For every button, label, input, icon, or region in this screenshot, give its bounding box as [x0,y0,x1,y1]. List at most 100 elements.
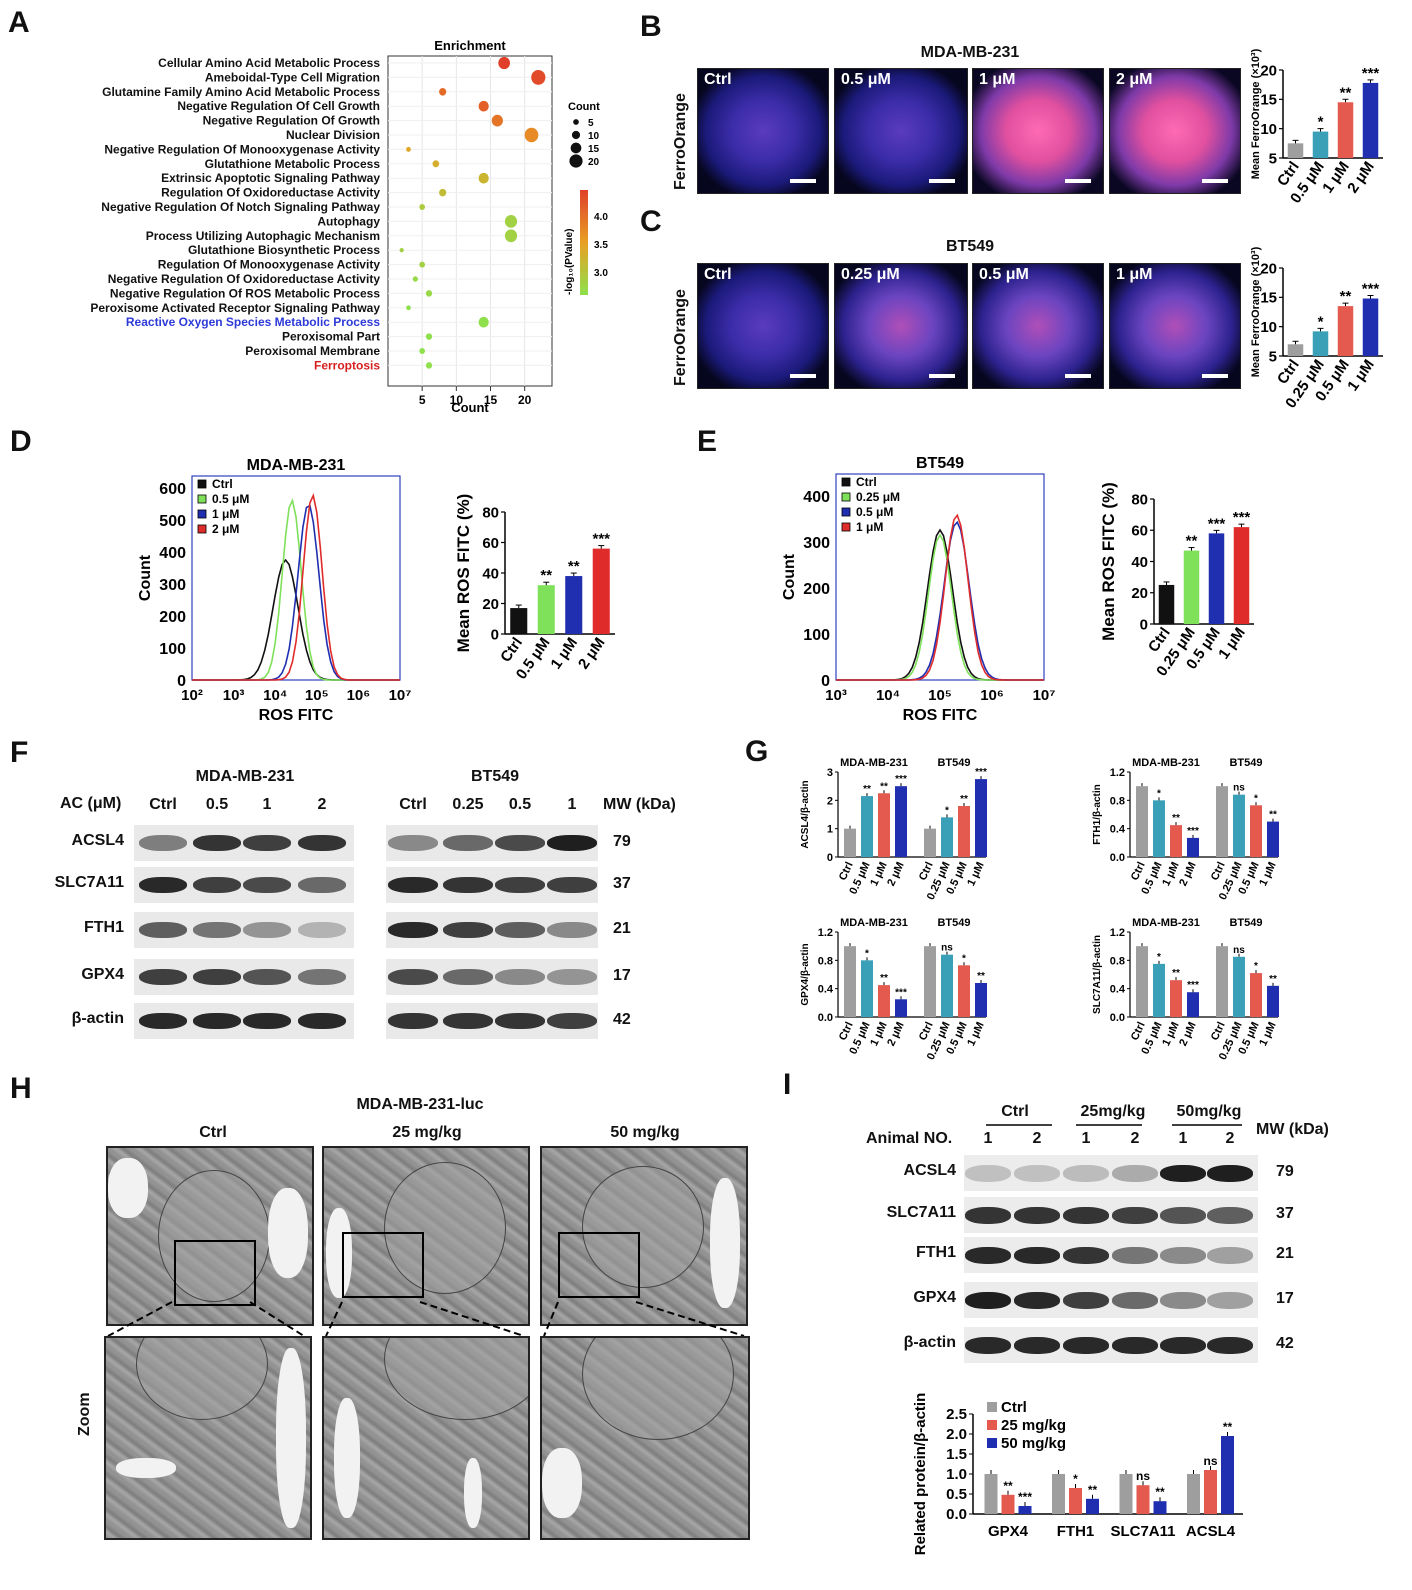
panelf-dose-label: 1 [567,796,577,813]
y-tick-label: 2.5 [946,1406,967,1423]
blot-band [193,877,241,893]
histogram-legend-label: 0.25 μM [856,490,900,504]
significance-label: ** [1172,968,1180,979]
blot-band [965,1292,1011,1309]
tem-zoom-25 [322,1336,530,1540]
panelc-ylabel: FerroOrange [672,289,689,386]
enrichment-term-label: Negative Regulation Of ROS Metabolic Pro… [110,286,380,300]
significance-label: *** [1187,980,1199,991]
tem-nucleus [384,1338,528,1420]
histogram-y-tick-label: 0 [821,673,830,690]
histogram-y-tick-label: 400 [159,545,186,562]
significance-label: *** [895,774,907,785]
blot-band [298,877,346,893]
enrichment-dot [439,188,447,197]
y-tick-label: 10 [1260,319,1277,336]
y-tick-label: 0.0 [1110,852,1125,864]
category-label: 1 μM [1319,159,1353,197]
paneli-mw-value: 37 [1276,1205,1294,1222]
blot-band [1063,1207,1109,1224]
tem-cytoplasm-fragment [116,1458,176,1478]
enrichment-term-label: Glutamine Family Amino Acid Metabolic Pr… [102,85,380,99]
paneli-protein-label: GPX4 [913,1289,956,1306]
bar [861,796,873,857]
enrichment-term-label: Regulation Of Oxidoreductase Activity [161,186,380,200]
significance-label: ** [880,973,888,984]
count-legend-title: Count [568,101,600,113]
panelb-image-dose2: 1 μM [972,68,1104,194]
y-tick-label: 20 [1131,585,1148,602]
histogram-y-tick-label: 500 [159,513,186,530]
bar [924,828,936,857]
enrichment-term-label: Cellular Amino Acid Metabolic Process [158,56,380,70]
histogram-legend-label: 0.5 μM [856,505,893,519]
bar [975,983,987,1017]
panelh-group-25: 25 mg/kg [392,1124,462,1141]
panelb-image-label: 2 μM [1116,71,1153,88]
blot-band [388,969,438,985]
blot-band [547,877,597,893]
blot-band [298,969,346,985]
histogram-legend-swatch [197,509,207,519]
y-axis-title: Mean ROS FITC (%) [1099,482,1118,641]
blot-band [388,835,438,851]
bar [844,946,856,1017]
tem-cytoplasm-fragment [108,1158,148,1218]
bar [1187,992,1199,1017]
bar [1216,946,1228,1017]
enrichment-term-label: Nuclear Division [286,128,380,142]
panelf-protein-label: SLC7A11 [54,874,124,891]
bar [592,548,610,634]
significance-label: ** [1088,1483,1098,1497]
enrichment-dot [419,348,426,354]
group-title: MDA-MB-231 [840,757,908,769]
significance-label: * [945,805,949,816]
panelf-mw-label: MW (kDa) [603,796,676,813]
tem-nucleus [158,1170,270,1302]
histogram-legend-label: 1 μM [212,507,239,521]
tem-nucleus [582,1166,704,1288]
histogram-y-tick-label: 0 [177,673,186,690]
tem-cytoplasm-fragment [334,1398,360,1518]
bar [1362,298,1379,356]
bar [895,786,907,857]
panel-letter-a: A [8,6,30,39]
panelf-mw-value: 37 [613,875,631,892]
y-tick-label: 40 [1131,554,1148,571]
blot-band [139,1013,187,1029]
enrichment-title: Enrichment [434,38,506,53]
bar [924,946,936,1017]
histogram-x-tick-label: 10⁶ [347,687,371,704]
y-tick-label: 0.4 [818,984,834,996]
blot-band [443,1013,493,1029]
panelb-image-ctrl: Ctrl [697,68,829,194]
panelb-image-label: 1 μM [979,71,1016,88]
blot-band [547,969,597,985]
bar [1170,825,1182,857]
blot-band [1063,1165,1109,1182]
significance-label: ** [1003,1479,1013,1493]
histogram-legend-swatch [197,494,207,504]
enrichment-dot [504,214,518,228]
blot-band [965,1207,1011,1224]
y-tick-label: 0.0 [1110,1012,1125,1024]
y-tick-label: 0 [1140,616,1148,633]
panelf-dose-label: Ctrl [149,796,177,813]
significance-label: ** [1340,288,1352,305]
y-axis-title: GPX4/β-actin [800,943,811,1005]
scale-bar [1202,374,1228,378]
scale-bar [1065,374,1091,378]
significance-label: *** [1233,509,1251,526]
histogram-legend-label: Ctrl [212,477,233,491]
paneli-blot-strip [964,1237,1258,1273]
y-tick-label: 0.4 [1110,984,1126,996]
significance-label: ** [1155,1485,1165,1499]
panelc-image-ctrl: Ctrl [697,263,829,389]
scale-bar [1065,179,1091,183]
tem-zoom-connectors [107,1301,745,1337]
blot-band [298,922,346,938]
bar [1250,805,1262,857]
paneli-group-ctrl: Ctrl [1001,1103,1029,1120]
